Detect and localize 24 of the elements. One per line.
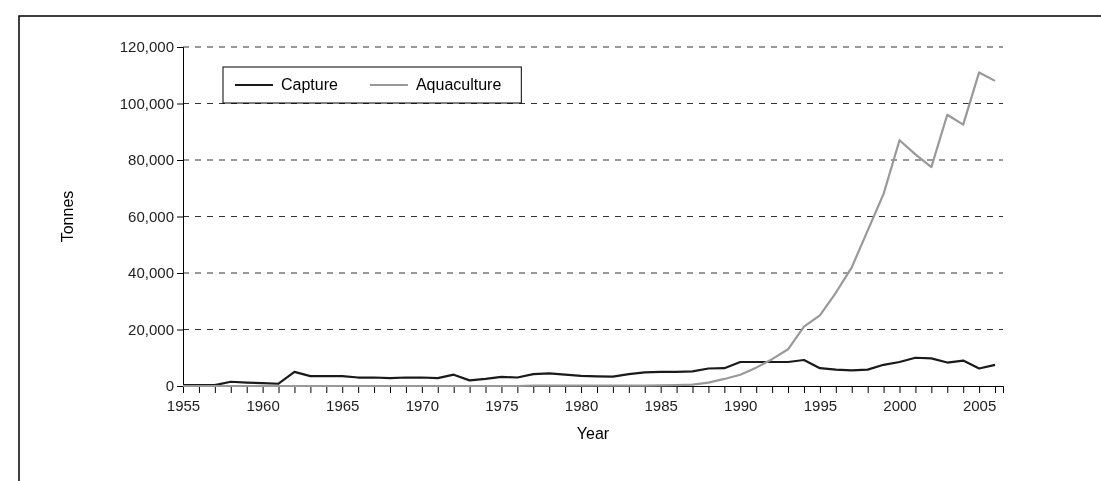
x-axis-title: Year [576,425,610,442]
line-series [181,356,997,387]
y-tick-label: 0 [165,377,174,395]
y-tick-label: 40,000 [128,264,174,282]
x-tick-label: 1960 [246,397,280,414]
x-tick-label: 2000 [883,397,917,414]
x-tick-label: 1970 [405,397,440,414]
x-tick-label: 1990 [724,397,758,414]
y-tick-label: 80,000 [128,151,174,169]
y-tick-label: 20,000 [128,320,174,338]
x-tick-label: 1980 [564,397,599,414]
line-series [181,71,997,388]
x-tick-label: 2005 [962,397,997,414]
x-tick-label: 1985 [644,397,678,414]
legend-label: Aquaculture [415,76,502,93]
y-tick-label: 60,000 [128,207,174,225]
y-tick-label: 120,000 [119,38,174,56]
x-tick-label: 1955 [166,397,201,414]
y-axis-title: Tonnes [59,190,76,243]
x-tick-label: 1975 [485,397,519,414]
y-tick-label: 100,000 [119,94,174,112]
x-tick-label: 1965 [326,397,360,414]
x-tick-label: 1995 [803,397,838,414]
legend-label: Capture [281,76,339,93]
